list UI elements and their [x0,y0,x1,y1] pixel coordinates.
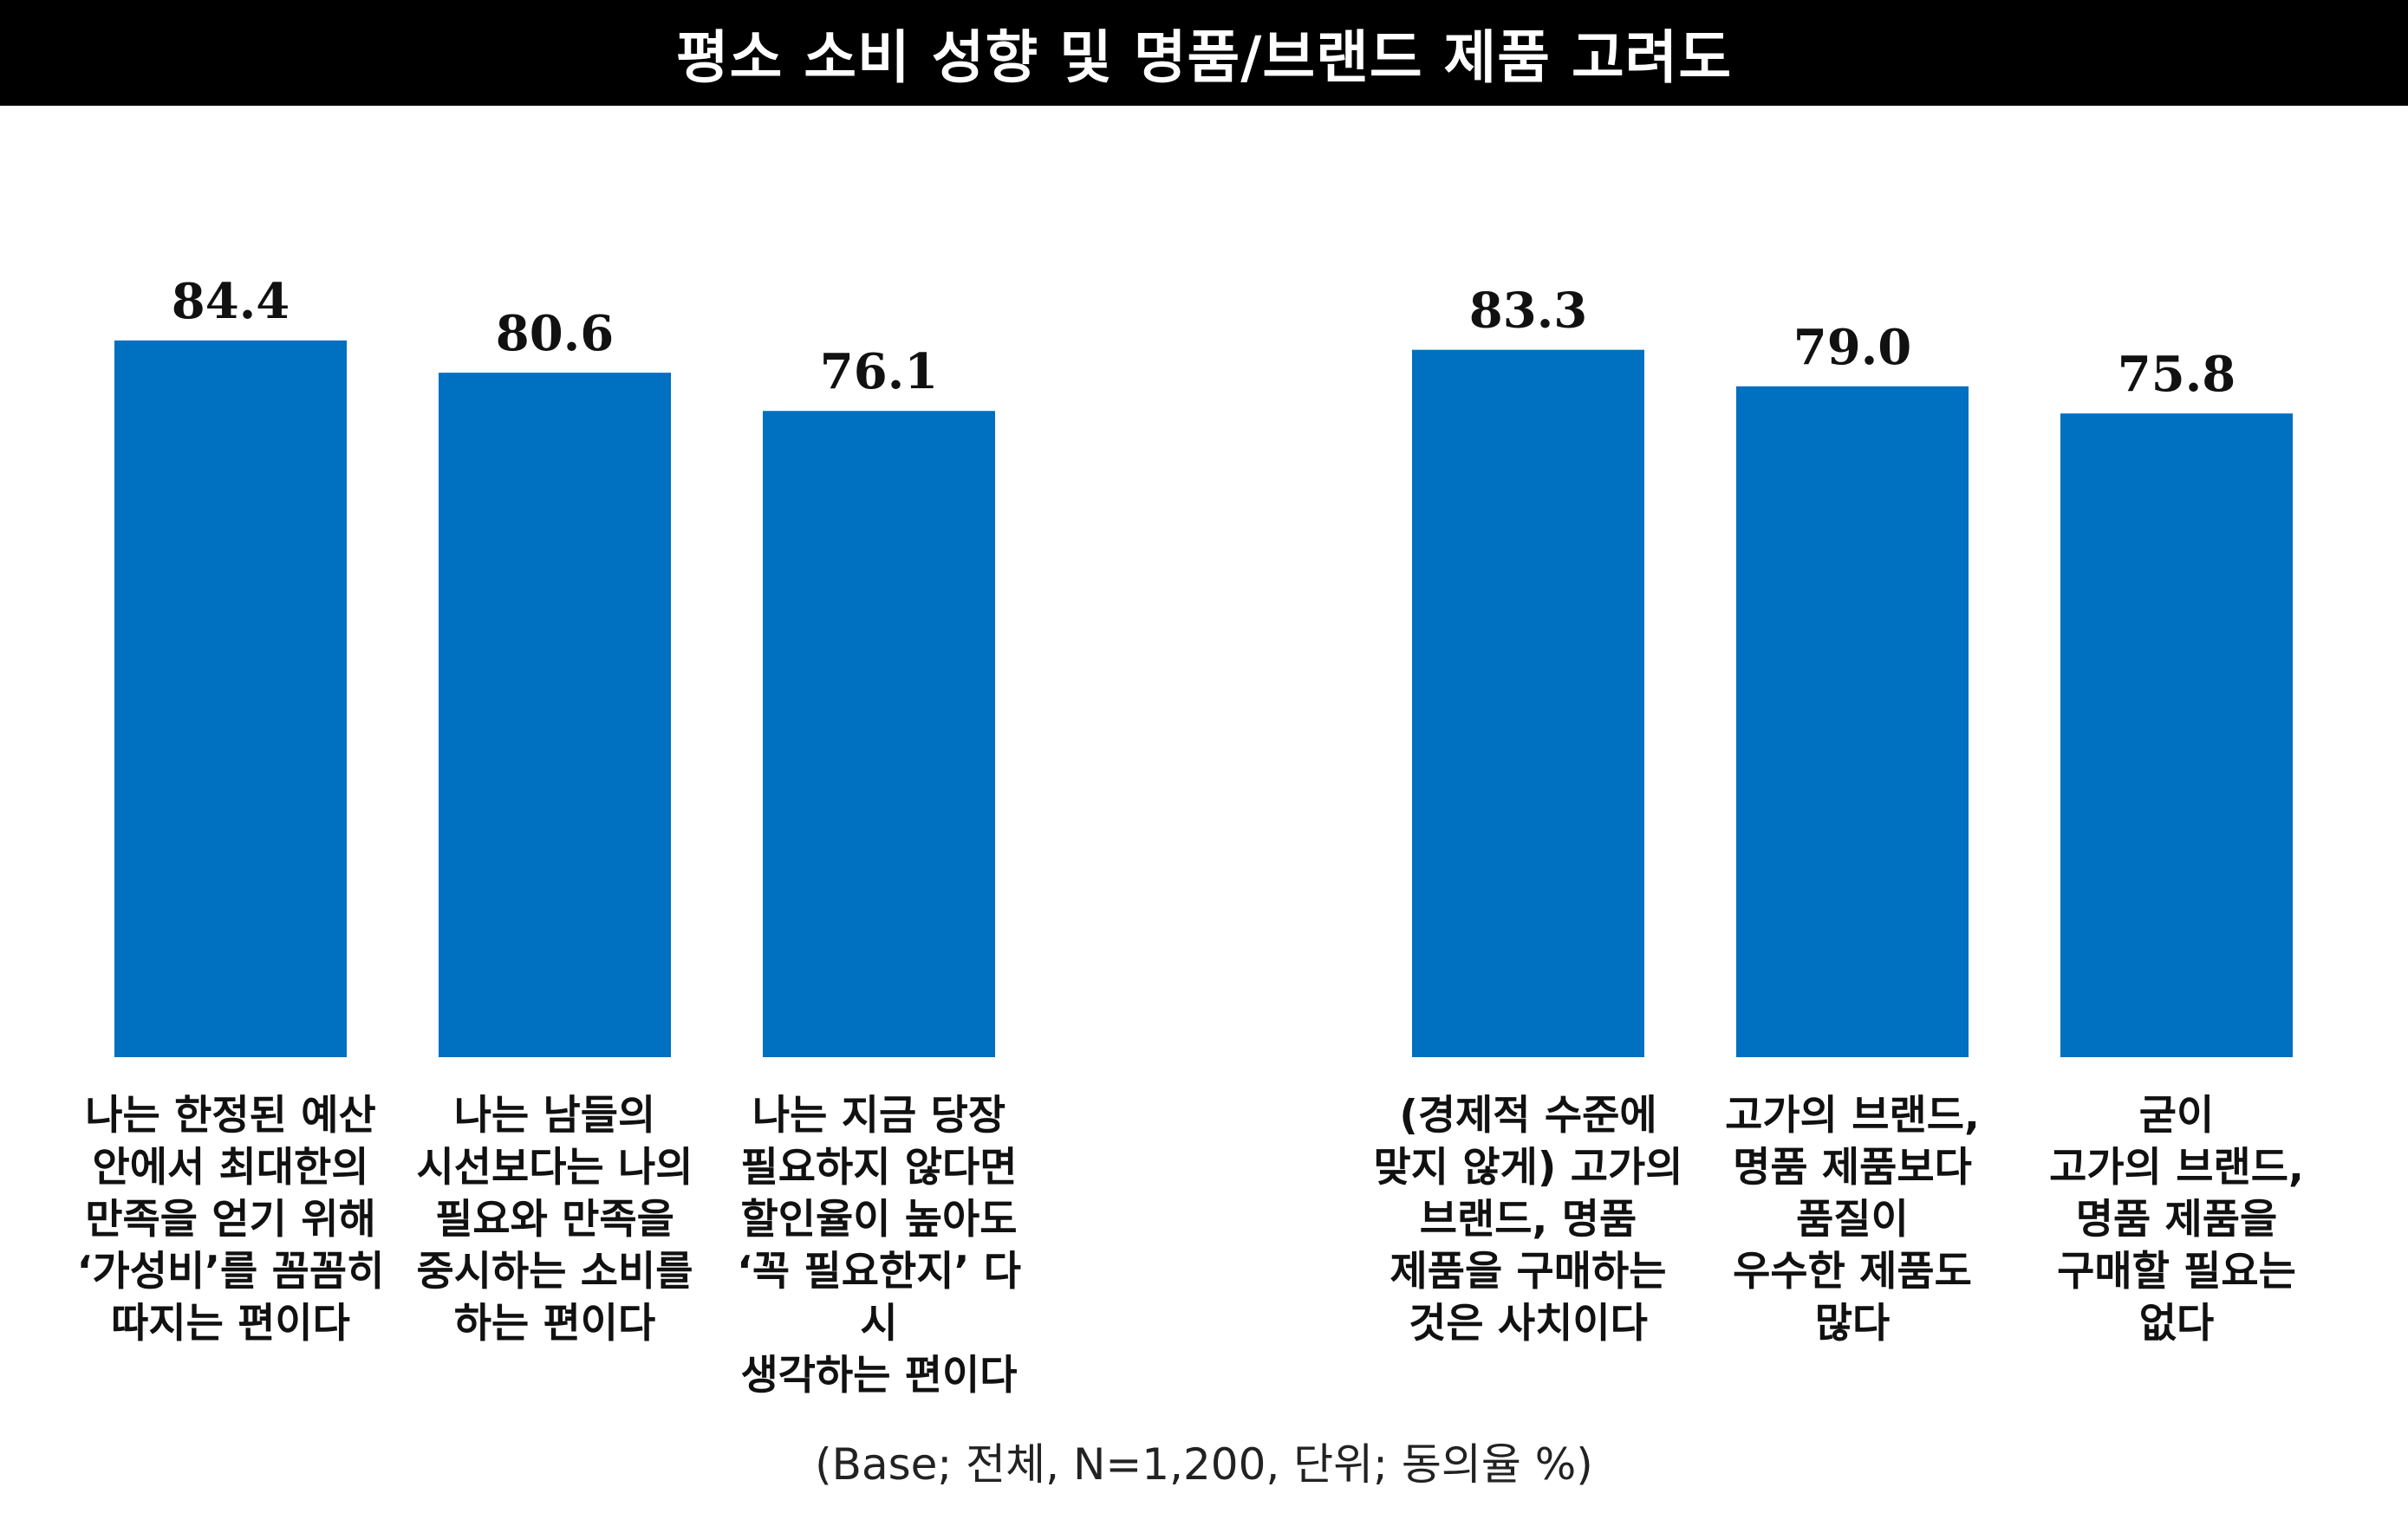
data-label-4: 83.3 [1469,282,1587,340]
bar-1 [114,340,347,1057]
data-label-2: 80.6 [496,305,614,362]
bar-5 [1736,386,1969,1057]
data-label-3: 76.1 [820,343,938,400]
bar-2 [439,373,671,1057]
footnote: (Base; 전체, N=1,200, 단위; 동의율 %) [815,1439,1593,1490]
category-label-6: 굳이 고가의 브랜드, 명품 제품을 구매할 필요는 없다 [2049,1092,2304,1347]
bar-4 [1412,349,1644,1057]
title-bar: 평소 소비 성향 및 명품/브랜드 제품 고려도 [0,0,2408,106]
bar-3 [763,411,995,1058]
category-label-3: 나는 지금 당장 필요하지 않다면 할인율이 높아도 ‘꼭 필요한지’ 다시 생… [737,1092,1021,1399]
chart-title: 평소 소비 성향 및 명품/브랜드 제품 고려도 [675,24,1733,91]
data-label-6: 75.8 [2118,346,2236,403]
bar-6 [2060,413,2293,1057]
category-label-5: 고가의 브랜드, 명품 제품보다 품질이 우수한 제품도 많다 [1725,1092,1980,1347]
category-label-2: 나는 남들의 시선보다는 나의 필요와 만족을 중시하는 소비를 하는 편이다 [416,1092,693,1347]
category-label-4: (경제적 수준에 맞지 않게) 고가의 브랜드, 명품 제품을 구매하는 것은 … [1373,1092,1683,1347]
data-label-5: 79.0 [1793,319,1911,376]
category-label-1: 나는 한정된 예산 안에서 최대한의 만족을 얻기 위해 ‘가성비’를 꼼꼼히 … [76,1092,385,1347]
data-label-1: 84.4 [172,273,290,330]
